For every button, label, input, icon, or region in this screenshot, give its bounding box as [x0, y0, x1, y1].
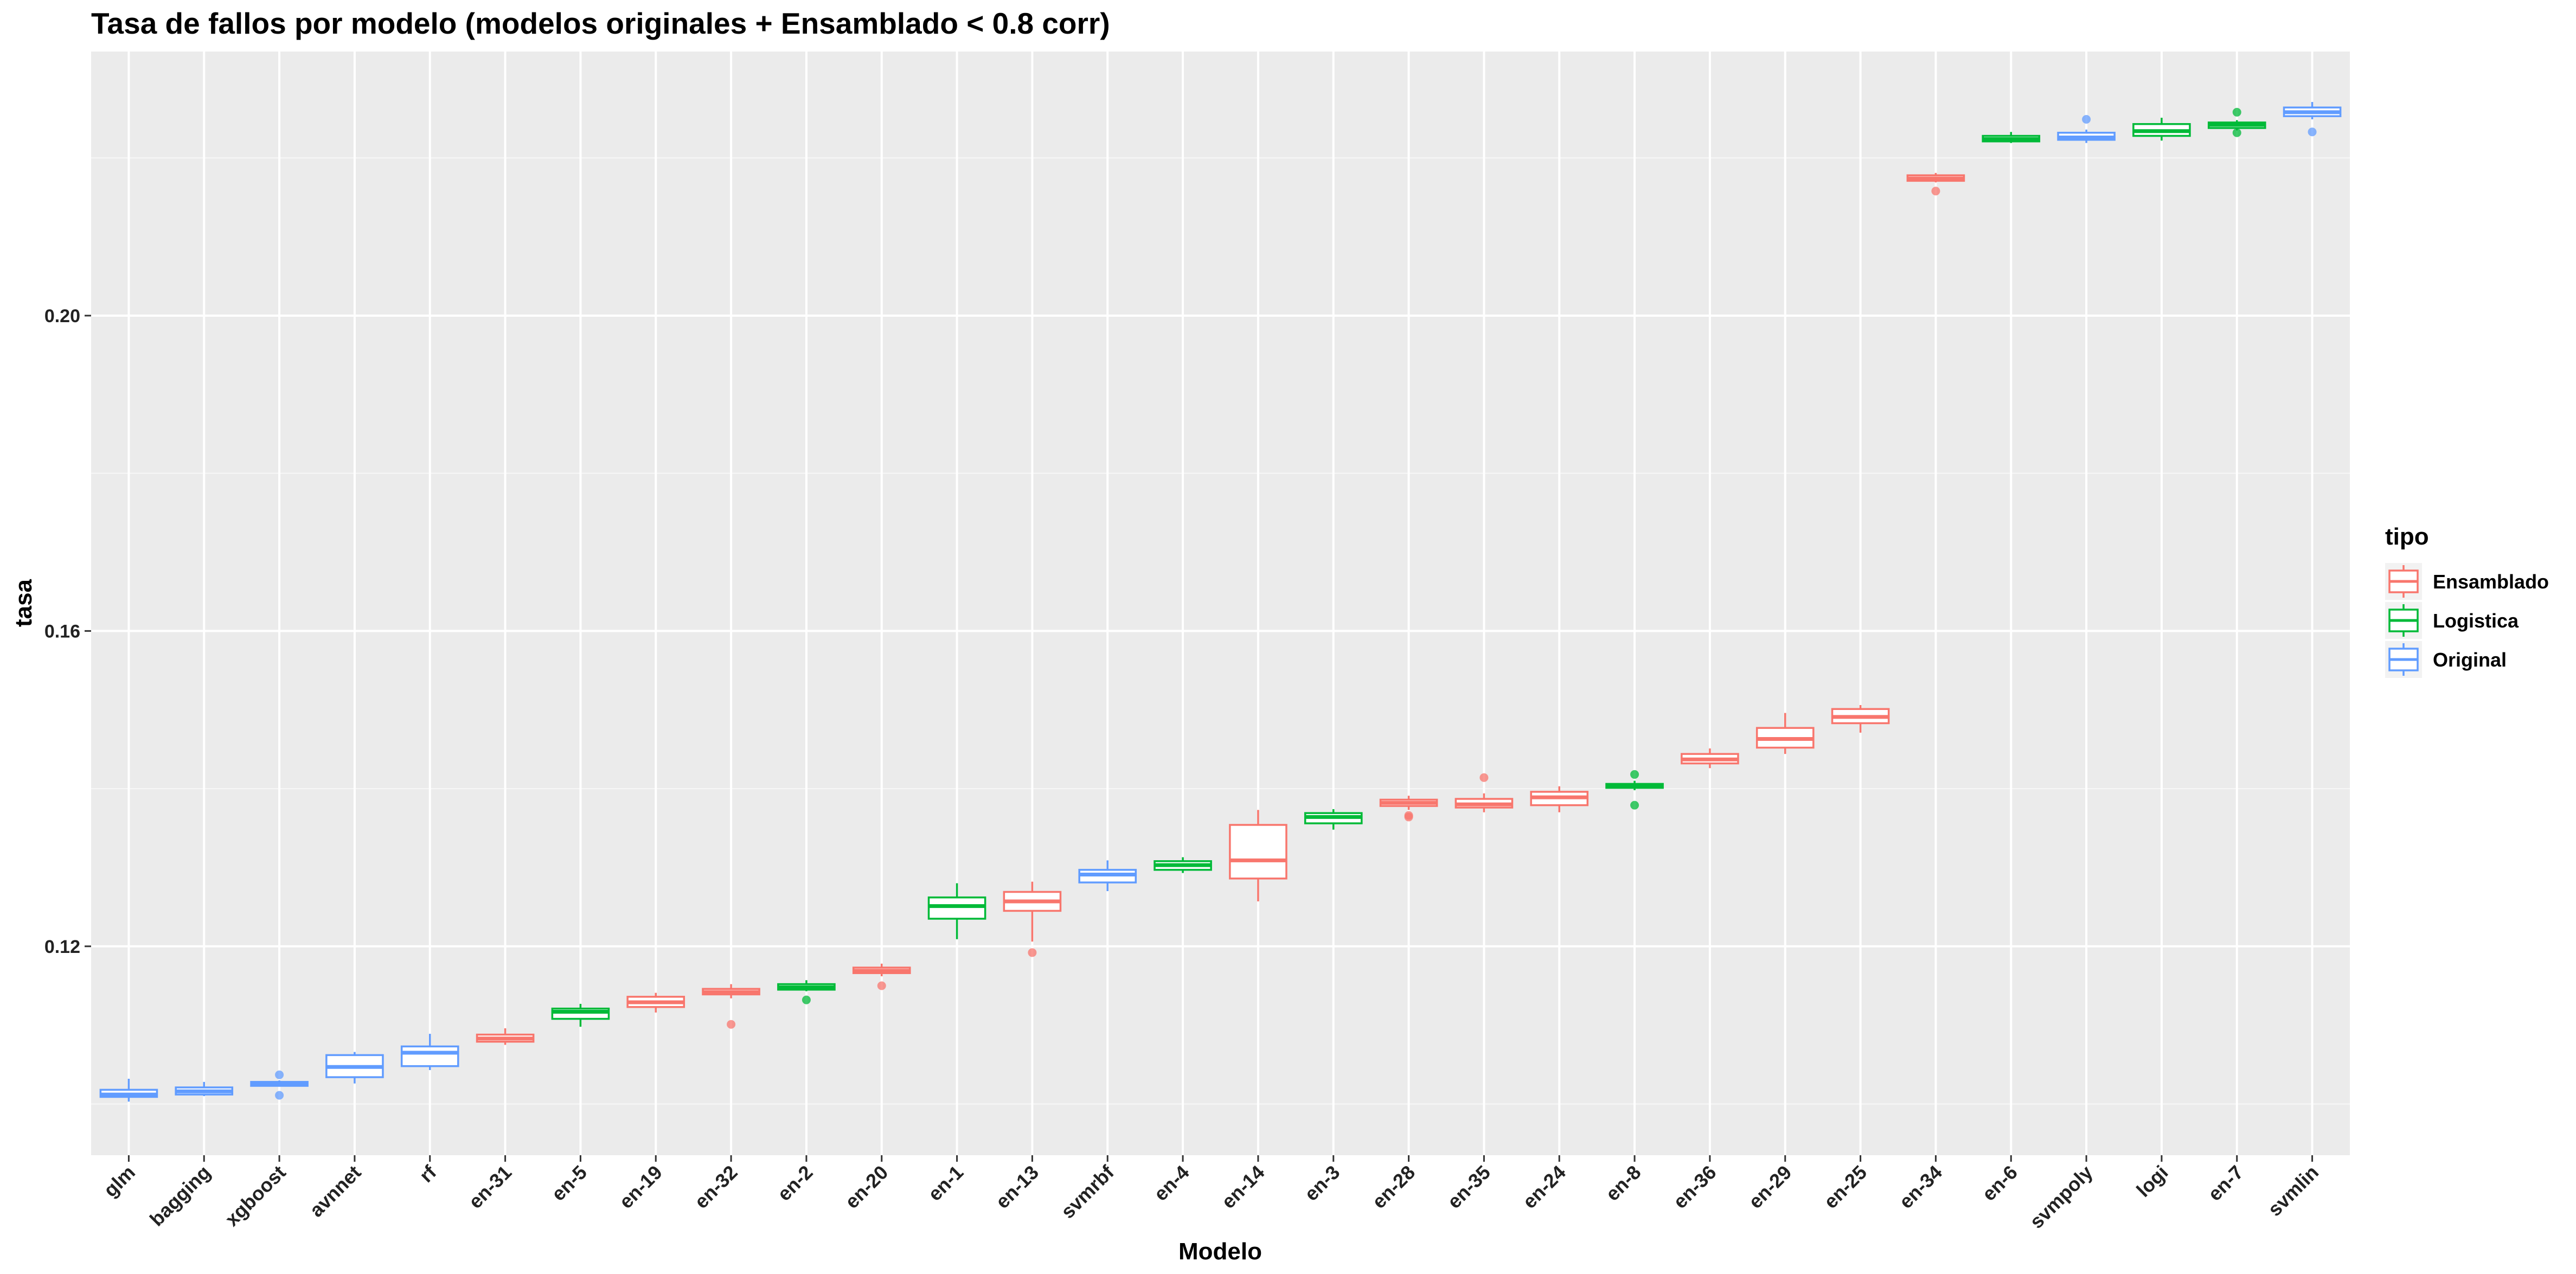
x-tick-label: en-34 — [1895, 1161, 1946, 1213]
outlier-point — [275, 1091, 284, 1100]
x-tick-label: en-35 — [1443, 1161, 1495, 1213]
boxes-layer — [99, 102, 2342, 1102]
x-tick-label: en-3 — [1300, 1161, 1344, 1205]
x-tick-label: xgboost — [221, 1161, 290, 1231]
y-tick-label: 0.20 — [44, 306, 80, 326]
x-tick-label: en-24 — [1518, 1161, 1569, 1213]
legend-items: Ensamblado Logistica Original — [2385, 563, 2549, 678]
x-tick-label: glm — [99, 1161, 139, 1201]
grid-lines — [91, 52, 2350, 1155]
box-en-28 — [1379, 796, 1438, 822]
outlier-point — [1931, 187, 1940, 196]
box-en-34 — [1906, 172, 1965, 196]
box-glm — [99, 1079, 158, 1102]
x-tick-label: avnnet — [305, 1161, 366, 1221]
x-tick-label: en-19 — [614, 1161, 666, 1213]
box-en-32 — [702, 984, 760, 1029]
box-rf — [400, 1034, 459, 1071]
x-tick-label: en-25 — [1819, 1161, 1871, 1213]
legend-item: Logistica — [2385, 602, 2519, 639]
box-svmrbf — [1078, 860, 1137, 892]
outlier-point — [1028, 948, 1037, 957]
x-tick-label: en-13 — [991, 1161, 1043, 1213]
x-tick-label: svmrbf — [1056, 1161, 1119, 1223]
x-tick-label: svmlin — [2264, 1161, 2323, 1221]
legend-item: Ensamblado — [2385, 563, 2549, 600]
x-tick-label: en-6 — [1978, 1161, 2022, 1205]
box-logi — [2132, 118, 2191, 141]
box-en-20 — [852, 963, 911, 990]
x-axis-title: Modelo — [1178, 1238, 1262, 1265]
x-tick-label: en-32 — [690, 1161, 741, 1213]
x-tick-label: en-36 — [1669, 1161, 1720, 1213]
x-tick-label: en-14 — [1217, 1161, 1268, 1213]
outlier-point — [1630, 770, 1639, 779]
chart-title: Tasa de fallos por modelo (modelos origi… — [91, 7, 1110, 40]
outlier-point — [1479, 773, 1489, 782]
x-tick-label: en-5 — [547, 1161, 591, 1205]
box-en-19 — [626, 993, 685, 1013]
legend-label: Ensamblado — [2433, 571, 2549, 593]
box-en-6 — [1982, 132, 2041, 143]
box-en-2 — [777, 980, 836, 1004]
outlier-point — [1630, 801, 1639, 810]
outlier-point — [1404, 811, 1413, 820]
outlier-point — [275, 1070, 284, 1079]
box-en-5 — [551, 1003, 610, 1027]
plot-panel — [91, 52, 2350, 1155]
box-en-29 — [1755, 713, 1815, 754]
box-en-14 — [1229, 810, 1287, 901]
box-bagging — [175, 1081, 234, 1096]
box-svmpoly — [2057, 115, 2116, 143]
x-tick-label: en-4 — [1149, 1161, 1193, 1205]
box-en-4 — [1154, 857, 1212, 873]
outlier-point — [2308, 127, 2317, 137]
legend-label: Original — [2433, 649, 2507, 671]
y-axis-title: tasa — [10, 579, 37, 627]
outlier-point — [877, 981, 886, 990]
x-tick-label: en-20 — [841, 1161, 892, 1213]
x-tick-label: bagging — [145, 1161, 215, 1231]
box-en-25 — [1831, 705, 1890, 733]
box-en-24 — [1530, 786, 1589, 812]
box-en-35 — [1454, 773, 1514, 812]
box-xgboost — [250, 1070, 309, 1100]
x-tick-label: en-31 — [464, 1161, 516, 1213]
outlier-point — [2232, 128, 2241, 137]
x-tick-label: en-8 — [1601, 1161, 1645, 1205]
x-tick-label: logi — [2132, 1161, 2172, 1201]
box-en-3 — [1304, 809, 1363, 830]
box-iqr — [400, 1045, 459, 1067]
x-tick-label: en-1 — [924, 1161, 967, 1205]
x-tick-label: en-7 — [2203, 1161, 2247, 1205]
box-iqr — [1229, 824, 1287, 880]
outlier-point — [802, 995, 811, 1004]
box-iqr — [927, 896, 986, 920]
x-tick-label: en-29 — [1744, 1161, 1796, 1213]
box-en-1 — [927, 883, 986, 939]
x-tick-label: svmpoly — [2025, 1161, 2097, 1233]
box-avnnet — [325, 1052, 384, 1084]
legend-title: tipo — [2385, 523, 2429, 550]
x-tick-label: rf — [415, 1161, 441, 1187]
legend-label: Logistica — [2433, 610, 2519, 632]
x-tick-label: en-2 — [773, 1161, 817, 1205]
box-en-8 — [1605, 770, 1664, 810]
outlier-point — [2232, 107, 2241, 117]
outlier-point — [2082, 115, 2091, 124]
y-tick-label: 0.16 — [44, 621, 80, 642]
y-axis: 0.12 0.16 0.20 — [44, 306, 91, 957]
y-tick-label: 0.12 — [44, 937, 80, 957]
box-en-31 — [476, 1028, 535, 1045]
legend: tipo Ensamblado Logistica Original — [2385, 523, 2549, 678]
x-tick-label: en-28 — [1368, 1161, 1419, 1213]
box-en-13 — [1003, 881, 1062, 957]
box-en-7 — [2207, 107, 2266, 137]
legend-item: Original — [2385, 641, 2507, 678]
box-svmlin — [2283, 102, 2342, 137]
outlier-point — [727, 1020, 736, 1029]
box-en-36 — [1681, 748, 1739, 769]
x-axis: glm bagging xgboost avnnet rf en-31 en-5 en-19 e… — [99, 1155, 2323, 1233]
